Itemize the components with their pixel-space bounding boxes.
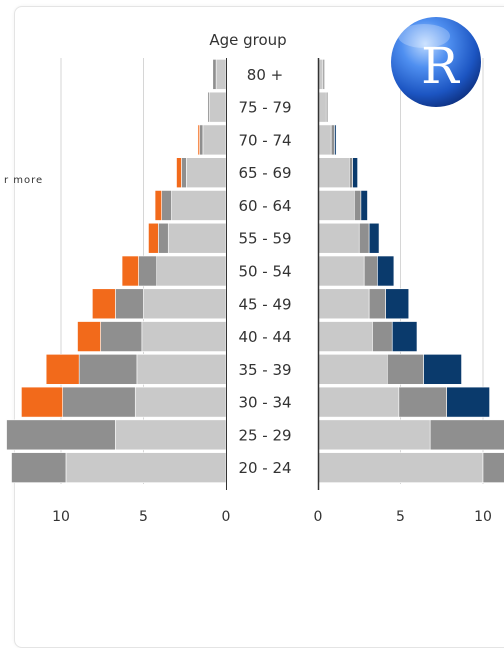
bar-left-5-0 bbox=[167, 222, 227, 254]
bar-right-4-2 bbox=[360, 190, 368, 221]
r-logo-letter: R bbox=[421, 37, 460, 95]
age-label: 20 - 24 bbox=[238, 459, 291, 477]
bar-right-2-2 bbox=[334, 124, 337, 156]
bar-right-2-1 bbox=[330, 124, 335, 156]
age-label: 65 - 69 bbox=[238, 164, 291, 182]
bar-left-9-1 bbox=[78, 354, 138, 385]
age-label: 55 - 59 bbox=[238, 230, 291, 248]
bar-left-4-2 bbox=[154, 190, 162, 221]
bar-right-8-1 bbox=[372, 321, 393, 352]
tick-labels: 10 5 0 0 5 10 bbox=[52, 509, 492, 525]
bar-right-2-0 bbox=[317, 124, 332, 156]
bar-right-7-1 bbox=[368, 288, 386, 320]
bar-right-5-1 bbox=[358, 222, 370, 254]
bar-left-11-0 bbox=[115, 419, 227, 451]
bar-right-7-0 bbox=[317, 288, 370, 320]
bar-left-4-1 bbox=[161, 190, 172, 221]
age-label: 50 - 54 bbox=[238, 263, 291, 281]
bar-right-5-2 bbox=[368, 222, 380, 254]
bar-left-3-0 bbox=[186, 157, 227, 188]
bar-left-7-0 bbox=[143, 288, 227, 320]
bar-right-11-1 bbox=[429, 419, 504, 451]
left-tick-label: 5 bbox=[139, 509, 148, 525]
bar-left-8-2 bbox=[77, 321, 101, 352]
age-label: 45 - 49 bbox=[238, 295, 291, 313]
bar-left-10-1 bbox=[62, 386, 136, 418]
population-pyramid-chart: 80 + 75 - 79 70 - 74 65 - 69 60 - 64 55 - 59 5… bbox=[4, 17, 504, 525]
bar-left-9-2 bbox=[45, 354, 80, 385]
bars bbox=[6, 58, 504, 485]
age-label: 70 - 74 bbox=[238, 131, 291, 149]
bar-left-8-0 bbox=[141, 321, 227, 352]
r-logo-sphere bbox=[391, 17, 481, 107]
chart-title: Age group bbox=[209, 31, 286, 49]
bar-left-6-1 bbox=[138, 255, 158, 287]
bar-left-3-1 bbox=[181, 157, 187, 188]
bar-right-0-1 bbox=[322, 59, 325, 90]
r-logo: R bbox=[391, 17, 481, 107]
bar-right-12-0 bbox=[317, 452, 484, 483]
r-logo-highlight bbox=[398, 24, 450, 48]
age-labels: 80 + 75 - 79 70 - 74 65 - 69 60 - 64 55 - 59 5… bbox=[238, 66, 291, 477]
bar-left-2-0 bbox=[202, 124, 227, 156]
left-tick-label: 10 bbox=[52, 509, 70, 525]
bar-right-9-0 bbox=[317, 354, 388, 385]
bar-left-5-2 bbox=[148, 222, 159, 254]
bar-right-5-0 bbox=[317, 222, 360, 254]
right-tick-label: 10 bbox=[474, 509, 492, 525]
bar-left-1-1 bbox=[207, 91, 210, 123]
bar-right-10-2 bbox=[446, 386, 490, 418]
right-tick-label: 5 bbox=[396, 509, 405, 525]
bar-right-6-0 bbox=[317, 255, 365, 287]
bar-right-11-0 bbox=[317, 419, 431, 451]
bar-left-9-0 bbox=[136, 354, 227, 385]
age-label: 60 - 64 bbox=[238, 197, 291, 215]
bar-right-10-1 bbox=[398, 386, 448, 418]
age-label: 35 - 39 bbox=[238, 361, 291, 379]
age-label: 25 - 29 bbox=[238, 426, 291, 444]
bar-right-7-2 bbox=[385, 288, 410, 320]
bar-right-6-2 bbox=[377, 255, 395, 287]
bar-right-8-2 bbox=[391, 321, 418, 352]
bar-left-10-2 bbox=[21, 386, 63, 418]
bar-right-1-1 bbox=[325, 91, 329, 123]
age-label: 30 - 34 bbox=[238, 394, 291, 412]
bar-right-6-1 bbox=[363, 255, 378, 287]
bar-right-12-1 bbox=[482, 452, 504, 483]
bar-left-11-1 bbox=[6, 419, 116, 451]
bar-left-10-0 bbox=[134, 386, 227, 418]
age-label: 40 - 44 bbox=[238, 328, 291, 346]
bar-left-5-1 bbox=[158, 222, 169, 254]
age-label-column bbox=[229, 58, 315, 485]
bar-left-2-2 bbox=[197, 124, 200, 156]
bar-right-10-0 bbox=[317, 386, 400, 418]
legend-fragment: r more bbox=[4, 175, 43, 186]
bar-right-3-1 bbox=[349, 157, 353, 188]
bar-left-12-1 bbox=[11, 452, 67, 483]
bar-right-4-1 bbox=[353, 190, 362, 221]
bar-left-0-1 bbox=[212, 59, 217, 90]
bar-left-2-1 bbox=[199, 124, 204, 156]
bar-left-7-1 bbox=[115, 288, 144, 320]
bar-left-1-0 bbox=[209, 91, 227, 123]
bar-right-3-2 bbox=[352, 157, 358, 188]
bar-right-4-0 bbox=[317, 190, 355, 221]
bar-left-3-2 bbox=[176, 157, 182, 188]
bar-left-8-1 bbox=[100, 321, 143, 352]
bar-right-9-2 bbox=[423, 354, 462, 385]
age-label: 75 - 79 bbox=[238, 99, 291, 117]
screenshot-frame: 80 + 75 - 79 70 - 74 65 - 69 60 - 64 55 - 59 5… bbox=[4, 6, 504, 648]
bar-right-9-1 bbox=[386, 354, 424, 385]
bar-left-12-0 bbox=[65, 452, 227, 483]
bar-left-6-0 bbox=[156, 255, 227, 287]
bar-left-6-2 bbox=[121, 255, 139, 287]
left-tick-label: 0 bbox=[222, 509, 231, 525]
bar-left-4-0 bbox=[171, 190, 227, 221]
bar-right-3-0 bbox=[317, 157, 350, 188]
bar-right-8-0 bbox=[317, 321, 373, 352]
bar-left-7-2 bbox=[92, 288, 116, 320]
right-tick-label: 0 bbox=[314, 509, 323, 525]
bar-left-0-0 bbox=[215, 59, 227, 90]
age-label: 80 + bbox=[247, 66, 283, 84]
